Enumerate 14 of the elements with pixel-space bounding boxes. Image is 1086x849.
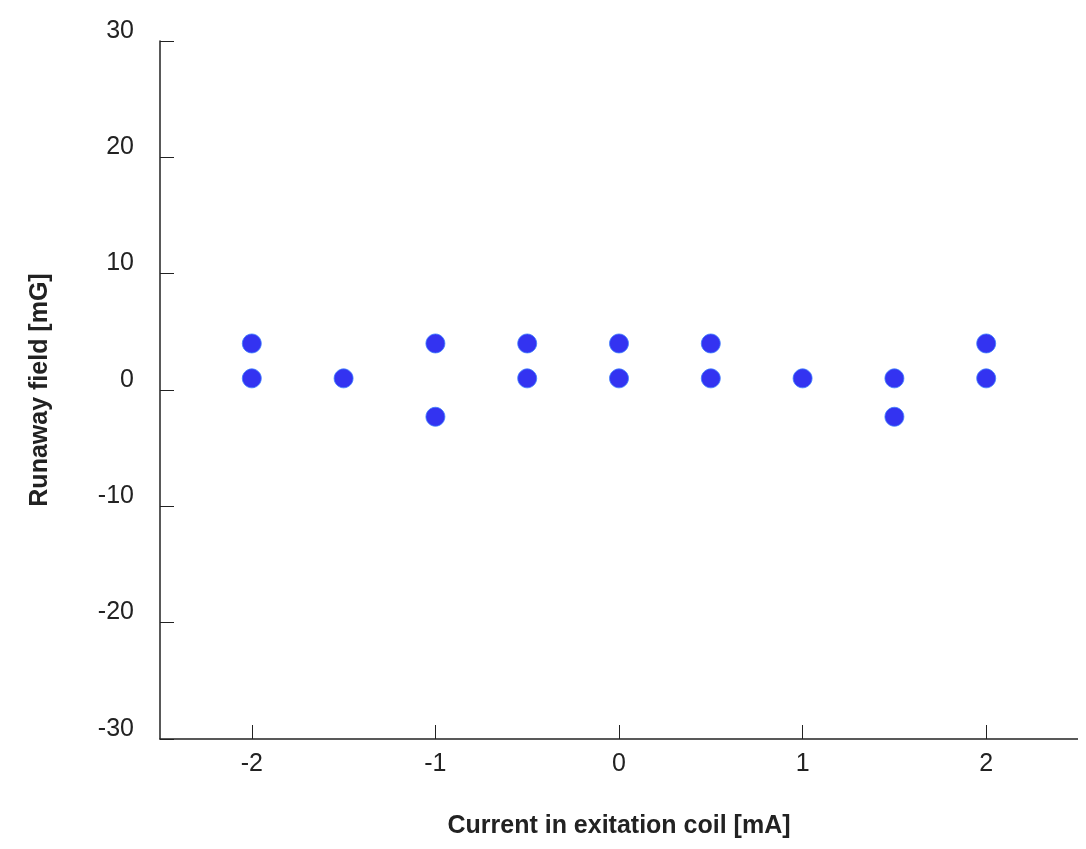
x-tick-label: 2	[979, 747, 994, 776]
x-tick-label: -1	[424, 747, 447, 776]
y-axis-title: Runaway field [mG]	[23, 273, 52, 507]
y-tick-label: -30	[97, 712, 134, 741]
x-tick-label: -2	[240, 747, 263, 776]
y-tick-label: 20	[106, 130, 134, 159]
y-tick-label: -10	[97, 479, 134, 508]
y-tick-label: 10	[106, 247, 134, 276]
y-tick-label: 30	[106, 14, 134, 43]
x-tick-label: 0	[612, 747, 626, 776]
x-tick-label: 1	[795, 747, 810, 776]
y-tick-label: 0	[120, 363, 134, 392]
y-tick-label: -20	[97, 596, 134, 625]
x-axis-title: Current in exitation coil [mA]	[447, 809, 791, 838]
